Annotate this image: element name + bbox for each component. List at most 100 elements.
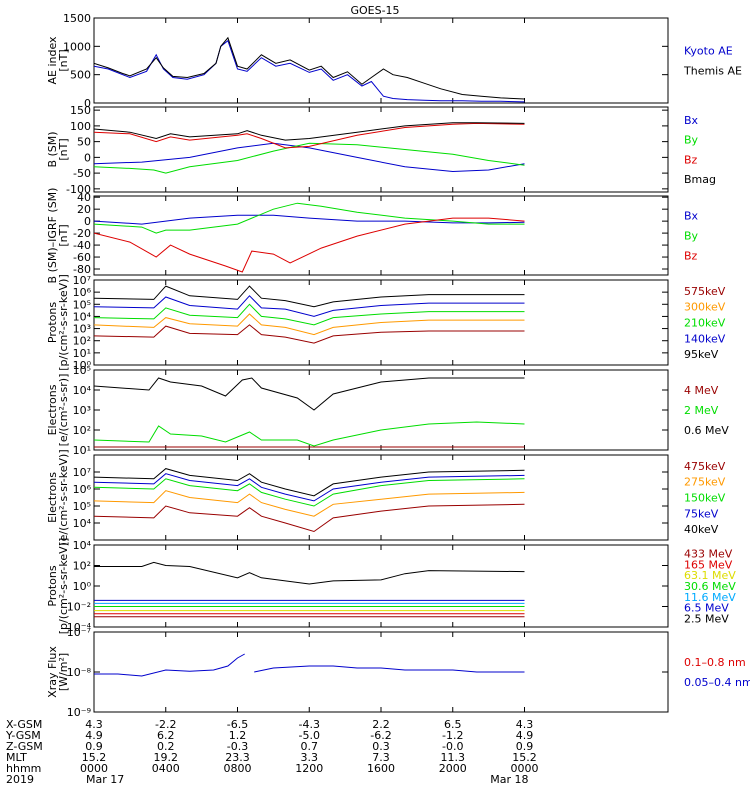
legend-label: 575keV: [684, 285, 726, 298]
legend-label: 210keV: [684, 317, 726, 330]
legend-label: 140keV: [684, 332, 726, 345]
legend-label: Bz: [684, 250, 698, 263]
y-tick-label: 0: [84, 97, 91, 110]
series-line-by: [94, 202, 525, 234]
y-tick-label: 10⁶: [73, 286, 92, 299]
series-line-150kev: [94, 478, 525, 507]
y-axis-label: Protons: [46, 302, 59, 343]
y-tick-label: 0: [84, 215, 91, 228]
x-axis-value: 4.3: [85, 718, 103, 731]
series-line-by: [94, 142, 525, 174]
legend-label: 150keV: [684, 492, 726, 505]
x-axis-value: -0.3: [227, 740, 248, 753]
y-axis-label: [e/(cm²-s-sr-keV)]: [57, 449, 70, 545]
panel-protons-high: 10⁻⁴ 10⁻² 10⁰ 10² 10⁴ Protons[p/(cm²-s-sr-keV…: [46, 538, 736, 635]
y-tick-label: 100: [70, 120, 91, 133]
series-line-475kev: [94, 503, 525, 533]
series-line-0-05-0-4-nm: [94, 653, 245, 677]
y-tick-label: 10¹: [73, 347, 91, 360]
legend-label: 63.1 MeV: [684, 569, 736, 582]
x-axis-value: -0.0: [442, 740, 463, 753]
y-tick-label: 10⁰: [73, 359, 92, 372]
legend-label: Kyoto AE: [684, 45, 733, 58]
x-axis-value: 2.2: [372, 718, 390, 731]
x-axis-value: 11.3: [441, 751, 466, 764]
y-axis-label: Electrons: [46, 384, 59, 435]
series-line-bx: [94, 142, 525, 173]
series-line-275kev: [94, 490, 525, 517]
x-axis-value: 6.2: [157, 729, 175, 742]
legend-label: 300keV: [684, 301, 726, 314]
y-tick-label: 1000: [63, 40, 91, 53]
y-axis-label: B (SM): [46, 131, 59, 167]
legend-label: Bz: [684, 153, 698, 166]
y-tick-label: 10⁻⁸: [67, 666, 92, 679]
y-tick-label: 40: [77, 191, 91, 204]
y-tick-label: 500: [70, 69, 91, 82]
y-tick-label: 10³: [73, 404, 91, 417]
panel-frame: [93, 454, 669, 541]
y-tick-label: -80: [73, 263, 91, 276]
y-tick-label: 10²: [73, 335, 91, 348]
panel-frame: [93, 106, 669, 193]
series-line-bz: [94, 122, 525, 149]
x-axis-value: 15.2: [82, 751, 107, 764]
y-axis-label: [nT]: [57, 224, 70, 246]
panel-frame: [93, 17, 669, 104]
x-axis-value: 0.3: [372, 740, 390, 753]
series-line-0-6-mev: [94, 377, 525, 411]
x-axis-value: 7.3: [372, 751, 390, 764]
legend-label: 0.05–0.4 nm: [684, 676, 750, 689]
x-axis-value: 3.3: [301, 751, 319, 764]
x-axis-value: 0000: [80, 762, 108, 775]
x-axis-value: -5.0: [299, 729, 320, 742]
y-axis-label: [nT]: [57, 138, 70, 160]
y-axis-label: B (SM)–IGRF (SM): [46, 188, 59, 284]
x-row-label: 2019: [6, 773, 34, 786]
y-tick-label: 10⁵: [73, 364, 91, 377]
x-axis-value: -4.3: [299, 718, 320, 731]
x-axis-value: 19.2: [154, 751, 179, 764]
y-axis-label: [p/(cm²-s-sr-keV)]: [57, 274, 70, 371]
y-tick-label: 50: [77, 136, 91, 149]
legend-label: 0.6 MeV: [684, 424, 729, 437]
series-line-575kev: [94, 324, 525, 344]
y-tick-label: 10⁶: [73, 483, 92, 496]
y-tick-label: -100: [66, 183, 91, 196]
y-tick-label: 10⁻⁷: [67, 626, 91, 639]
x-axis-value: 4.9: [516, 729, 534, 742]
y-tick-label: 10⁵: [73, 298, 91, 311]
panel-xray: 10⁻⁹ 10⁻⁸ 10⁻⁷ Xray Flux[W/m²] 0.1–0.8 nm 0.0…: [46, 626, 750, 719]
x-axis-value: -2.2: [155, 718, 176, 731]
x-axis-value: 0.9: [516, 740, 534, 753]
x-row-label: Y-GSM: [5, 729, 41, 742]
x-axis-date: Mar 17: [86, 773, 124, 786]
y-tick-label: 10¹: [73, 444, 91, 457]
series-line-75kev: [94, 473, 525, 502]
series-line-bmag: [94, 122, 525, 141]
x-axis-value: -6.2: [370, 729, 391, 742]
legend-label: By: [684, 230, 699, 243]
y-axis-label: Xray Flux: [46, 646, 59, 698]
y-tick-label: 10⁵: [73, 500, 91, 513]
legend-label: 2.5 MeV: [684, 613, 729, 626]
y-axis-label: [p/(cm²-s-sr-keV)]: [57, 538, 70, 635]
x-row-label: Z-GSM: [6, 740, 43, 753]
x-axis-value: 1600: [367, 762, 395, 775]
x-axis-value: 23.3: [225, 751, 250, 764]
series-line-bz: [94, 217, 525, 273]
y-axis-label: [e/(cm²-s-sr)]: [57, 374, 70, 447]
series-line-themis-ae: [94, 36, 525, 100]
legend-label: Bx: [684, 114, 699, 127]
y-tick-label: 10⁻⁴: [67, 621, 92, 634]
y-axis-label: [nT]: [57, 49, 70, 71]
x-row-label: hhmm: [6, 762, 41, 775]
legend-label: 75keV: [684, 507, 719, 520]
y-tick-label: 1500: [63, 12, 91, 25]
y-tick-label: 10⁷: [73, 466, 91, 479]
y-axis-label: AE index: [46, 36, 59, 85]
y-tick-label: 10⁴: [73, 517, 92, 530]
